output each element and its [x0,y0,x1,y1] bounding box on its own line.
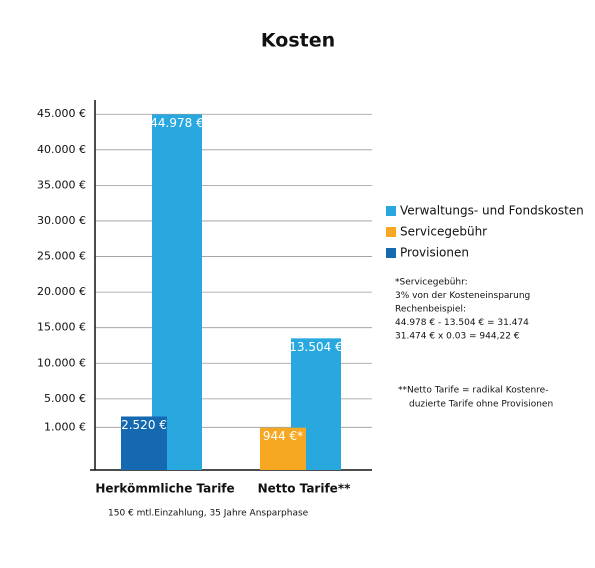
bar [260,427,306,470]
note: Rechenbeispiel: [395,305,466,315]
legend-label: Servicegebühr [400,225,487,239]
y-tick-label: 15.000 € [37,321,86,334]
value-label: 944 €* [263,429,303,443]
y-tick-label: 5.000 € [44,392,86,405]
footnote: 150 € mtl.Einzahlung, 35 Jahre Ansparpha… [108,509,309,519]
legend-swatch [386,227,396,237]
legend-label: Provisionen [400,246,469,260]
y-tick-label: 45.000 € [37,107,86,120]
chart-title: Kosten [261,30,335,52]
note: 44.978 € - 13.504 € = 31.474 [395,318,529,328]
x-tick-label: Netto Tarife** [258,482,351,496]
x-tick-label: Herkömmliche Tarife [95,482,234,496]
y-tick-label: 35.000 € [37,178,86,191]
bar [121,416,167,470]
y-tick-label: 20.000 € [37,285,86,298]
value-label: 44.978 € [150,116,203,130]
y-tick-label: 30.000 € [37,214,86,227]
note: 3% von der Kosteneinsparung [395,291,530,301]
note: *Servicegebühr: [395,278,468,288]
value-label: 2.520 € [121,418,167,432]
y-tick-label: 1.000 € [44,420,86,433]
legend-label: Verwaltungs- und Fondskosten [400,204,584,218]
y-tick-label: 10.000 € [37,356,86,369]
note: **Netto Tarife = radikal Kostenre- [398,386,548,396]
y-tick-label: 40.000 € [37,143,86,156]
bar [152,114,202,471]
note: duzierte Tarife ohne Provisionen [409,400,553,410]
legend-swatch [386,248,396,258]
legend-swatch [386,206,396,216]
note: 31.474 € x 0.03 = 944,22 € [395,332,520,342]
value-label: 13.504 € [289,340,342,354]
y-tick-label: 25.000 € [37,250,86,263]
